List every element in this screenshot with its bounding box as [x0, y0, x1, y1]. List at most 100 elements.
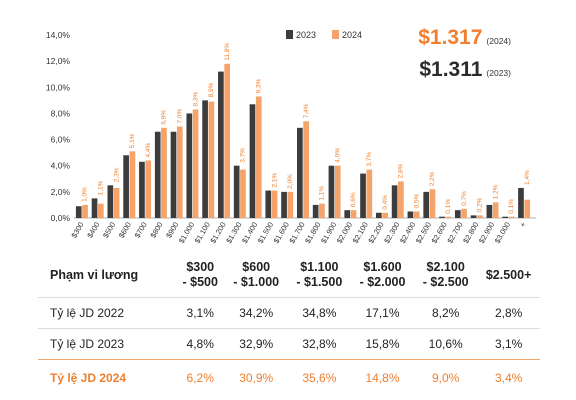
bar-2023: [107, 185, 114, 218]
data-label-2024: 2,0%: [287, 174, 294, 189]
data-label-2024: 5,1%: [129, 133, 136, 148]
data-label-2024: 4,0%: [334, 148, 341, 163]
table-header-text: $300 - $500: [182, 260, 218, 289]
x-tick-label: $800: [148, 221, 164, 240]
x-tick-label: $400: [85, 221, 101, 240]
bar-2024: [429, 189, 436, 218]
table-cell: 6,2%: [186, 371, 214, 385]
y-tick-label: 10,0%: [46, 82, 71, 92]
table-row-highlight: Tỷ lệ JD 2024 6,2% 30,9% 35,6% 14,8% 9,0…: [38, 359, 540, 397]
bar-2024: [176, 126, 183, 218]
table-header-cell: $1.100 - $1.500: [288, 253, 351, 298]
data-label-2024: 1,4%: [524, 170, 531, 185]
legend-label-2023: 2023: [296, 30, 316, 40]
data-label-2024: 4,4%: [145, 142, 152, 157]
bar-2024: [97, 203, 104, 218]
data-label-2024: 0,1%: [508, 199, 515, 214]
x-tick-label: $600: [117, 221, 133, 240]
bar-2023: [423, 191, 430, 218]
table-cell: 3,1%: [494, 337, 523, 351]
table-header-text: $2.100 - $2.500: [422, 260, 469, 289]
row-label: Tỷ lệ JD 2023: [50, 337, 125, 351]
bar-2024: [366, 169, 373, 218]
x-tick-label: +: [518, 220, 528, 229]
bar-2023: [75, 206, 82, 218]
data-label-2024: 3,7%: [366, 152, 373, 167]
data-label-2024: 1,1%: [319, 186, 326, 201]
bar-2024: [350, 210, 357, 218]
table-cell: 4,8%: [186, 337, 214, 351]
table-cell: 10,6%: [428, 337, 463, 351]
bar-2023: [186, 113, 193, 218]
y-tick-label: 0,0%: [51, 213, 71, 223]
y-tick-label: 12,0%: [46, 56, 71, 66]
bar-2024: [398, 181, 404, 218]
bar-2024: [477, 215, 483, 218]
bar-2023: [344, 210, 351, 218]
table-header-label: Phạm vi lương: [50, 267, 139, 282]
data-label-2024: 0,5%: [413, 193, 420, 208]
bar-2024: [255, 96, 262, 218]
table-header-text: $600 - $1.000: [233, 260, 280, 289]
y-tick-label: 4,0%: [51, 161, 71, 171]
bar-2024: [129, 151, 136, 218]
table-cell: 17,1%: [365, 306, 400, 320]
table-cell: 35,6%: [302, 371, 337, 385]
table-header-row: Phạm vi lương $300 - $500 $600 - $1.000 …: [38, 253, 540, 298]
data-label-2024: 2,2%: [429, 171, 436, 186]
table-header-cell: $2.500+: [477, 253, 540, 298]
average-salary-2024-value: $1.317: [418, 26, 483, 49]
data-label-2024: 8,3%: [192, 91, 199, 106]
bar-2024: [508, 216, 515, 218]
data-label-2024: 3,7%: [240, 148, 247, 163]
data-label-2024: 0,1%: [445, 199, 452, 214]
bar-2023: [391, 185, 398, 218]
bar-2024: [145, 160, 152, 218]
table-row: Tỷ lệ JD 2022 3,1% 34,2% 34,8% 17,1% 8,2…: [38, 297, 540, 329]
data-label-2024: 0,4%: [382, 195, 389, 210]
bar-2024: [334, 165, 341, 218]
bar-2024: [192, 109, 199, 218]
data-label-2024: 0,7%: [461, 191, 468, 206]
bar-2024: [82, 204, 88, 218]
row-label: Tỷ lệ JD 2024: [50, 371, 127, 385]
salary-range-table: Phạm vi lương $300 - $500 $600 - $1.000 …: [38, 253, 540, 396]
bar-2023: [249, 104, 256, 218]
bar-2024: [287, 191, 294, 218]
table-header-text: $2.500+: [485, 267, 532, 282]
bar-2024: [208, 101, 215, 218]
legend-swatch-2024: [332, 30, 339, 39]
average-salary-2023-label: (2023): [486, 68, 511, 78]
bar-2024: [413, 211, 420, 218]
bar-2023: [265, 190, 272, 218]
bar-2023: [454, 210, 461, 218]
bar-2024: [113, 187, 120, 218]
x-tick-label: $700: [133, 221, 149, 240]
legend-swatch-2023: [286, 30, 293, 39]
bar-2024: [303, 121, 309, 218]
table-row: Tỷ lệ JD 2023 4,8% 32,9% 32,8% 15,8% 10,…: [38, 328, 540, 360]
y-tick-label: 8,0%: [51, 108, 71, 118]
bar-2023: [91, 198, 98, 218]
bar-2024: [319, 203, 325, 218]
bar-2024: [445, 216, 452, 218]
bar-2023: [486, 204, 493, 218]
bar-2023: [202, 100, 208, 218]
bar-2024: [240, 169, 246, 218]
data-label-2024: 1,0%: [82, 187, 89, 202]
y-tick-label: 14,0%: [46, 30, 71, 40]
bar-2023: [218, 71, 224, 218]
bar-2024: [461, 208, 467, 218]
bar-2023: [328, 165, 335, 218]
bar-2024: [161, 127, 167, 218]
table-cell: 3,1%: [186, 306, 214, 320]
table-cell: 2,8%: [494, 306, 523, 320]
y-tick-label: 6,0%: [51, 135, 71, 145]
table-cell: 3,4%: [494, 371, 523, 385]
average-salary-2024: $1.317 (2024): [418, 26, 511, 50]
table-header-cell: $600 - $1.000: [225, 253, 288, 298]
table-header-text: $1.100 - $1.500: [296, 260, 343, 289]
bar-2023: [170, 131, 177, 218]
bar-2024: [524, 199, 531, 218]
